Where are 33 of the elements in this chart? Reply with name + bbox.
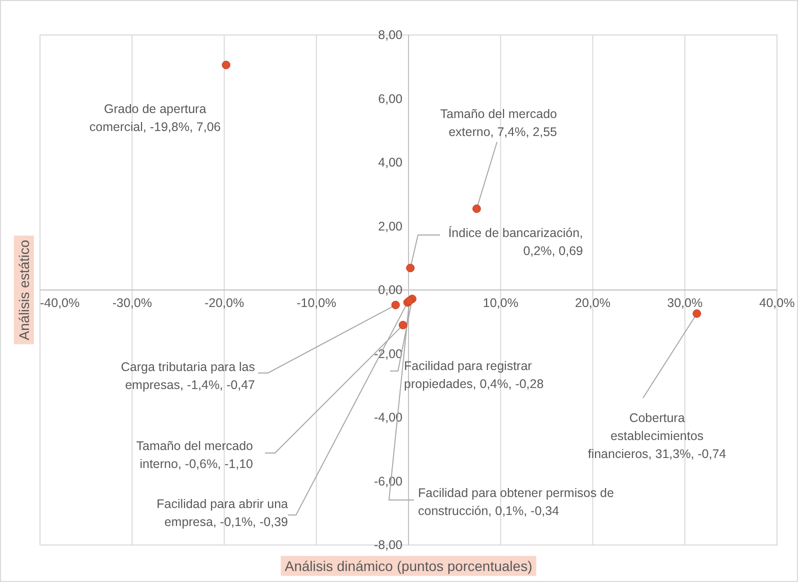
point bbox=[391, 300, 400, 310]
x-tick-label: -10,0% bbox=[296, 296, 336, 310]
point bbox=[406, 264, 415, 272]
annotation: Facilidad para obtener permisos de construcción, 0,1%, -0,34 bbox=[418, 486, 614, 518]
y-tick-label: -8,00 bbox=[374, 538, 403, 552]
x-axis-title: Análisis dinámico (puntos porcentuales) bbox=[284, 558, 532, 574]
annotation: Cobertura establecimientos financieros, 31,3%, -0,74 bbox=[588, 411, 726, 461]
y-tick-label: 8,00 bbox=[378, 28, 403, 42]
x-tick-label: -40,0% bbox=[40, 296, 80, 310]
annotation: Grado de apertura comercial, -19,8%, 7,06 bbox=[89, 102, 221, 134]
x-tick-label: 30,0% bbox=[667, 296, 703, 310]
x-tick-label: 40,0% bbox=[759, 296, 795, 310]
annotation: Facilidad para registrar propiedades, 0,4%, -0,28 bbox=[404, 359, 544, 391]
y-tick-label: 0,00 bbox=[378, 283, 403, 297]
y-tick-label: 6,00 bbox=[378, 92, 403, 106]
y-tick-label: 2,00 bbox=[378, 219, 403, 234]
point bbox=[472, 204, 481, 213]
x-tick-label: 20,0% bbox=[575, 296, 610, 310]
annotation: Facilidad para abrir una empresa, -0,1%, -0,39 bbox=[156, 497, 288, 529]
y-axis-title: Análisis estático bbox=[16, 240, 32, 340]
annotation: Índice de bancarización, 0,2%, 0,69 bbox=[448, 226, 584, 258]
x-tick-label: 10,0% bbox=[482, 296, 518, 310]
x-tick-label: -30,0% bbox=[112, 296, 152, 310]
y-tick-label: -4,00 bbox=[374, 410, 403, 424]
x-tick-label: -20,0% bbox=[204, 296, 244, 310]
annotation: Carga tributaria para las empresas, -1,4%, -0,47 bbox=[120, 360, 256, 392]
point bbox=[398, 320, 408, 330]
annotation: Tamaño del mercado externo, 7,4%, 2,55 bbox=[440, 107, 558, 139]
annotation: Tamaño del mercado interno, -0,6%, -1,10 bbox=[136, 439, 254, 471]
point bbox=[692, 309, 702, 318]
y-tick-label: 4,00 bbox=[378, 156, 403, 170]
point bbox=[222, 60, 230, 70]
y-tick-label: -6,00 bbox=[374, 474, 403, 488]
